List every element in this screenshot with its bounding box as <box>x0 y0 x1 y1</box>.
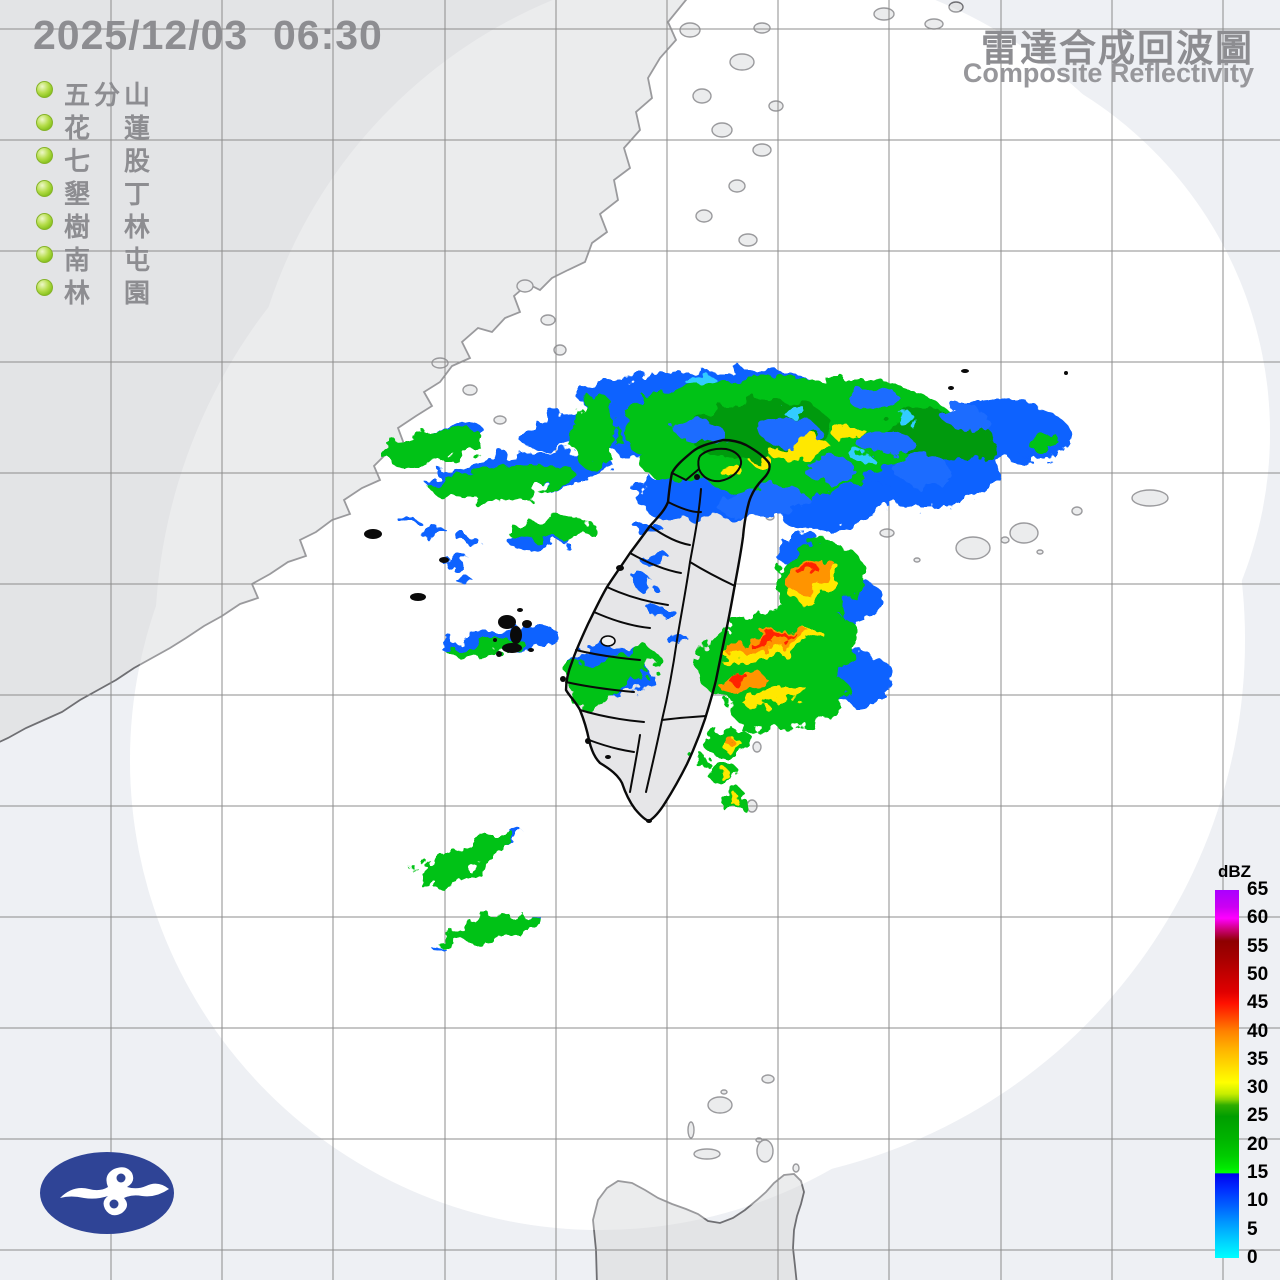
station-name-char: 山 <box>124 80 151 110</box>
station-name-char: 分 <box>94 80 121 110</box>
dbz-tick: 55 <box>1247 935 1269 957</box>
dbz-tick: 5 <box>1247 1218 1258 1240</box>
station-name-char: 七 <box>64 146 91 176</box>
black-islets <box>364 369 1068 823</box>
station-dot-icon <box>36 180 53 197</box>
station-dot-icon <box>36 213 53 230</box>
luzon-coastline <box>592 1173 805 1280</box>
station-name-char: 南 <box>64 245 91 275</box>
dbz-tick: 10 <box>1247 1190 1269 1212</box>
dbz-colorbar <box>1215 890 1239 1258</box>
station-name-char: 丁 <box>124 179 151 209</box>
offshore-islands <box>431 1 1169 1173</box>
station-dot-icon <box>36 114 53 131</box>
station-dot-icon <box>36 147 53 164</box>
station-row: 墾丁 <box>30 173 190 209</box>
station-name-char: 園 <box>124 278 151 308</box>
page-subtitle: Composite Reflectivity <box>962 58 1254 88</box>
taiwan-borders <box>564 438 771 823</box>
station-name-char: 五 <box>64 80 91 110</box>
lake-outline <box>600 635 616 647</box>
station-row: 花蓮 <box>30 107 190 143</box>
dbz-tick: 0 <box>1247 1247 1258 1268</box>
station-name-char: 蓮 <box>124 113 151 143</box>
cwb-logo <box>40 1152 174 1234</box>
station-row: 七股 <box>30 140 190 176</box>
station-name-char: 股 <box>124 146 151 176</box>
dbz-tick: 35 <box>1247 1048 1269 1070</box>
station-row: 五分山 <box>30 74 190 110</box>
dbz-tick: 15 <box>1247 1162 1269 1184</box>
page-title: 雷達合成回波圖 <box>981 28 1254 69</box>
dbz-tick: 50 <box>1247 963 1269 985</box>
dbz-tick: 30 <box>1247 1077 1269 1099</box>
station-dot-icon <box>36 279 53 296</box>
dbz-tick: 45 <box>1247 992 1269 1014</box>
dbz-tick: 40 <box>1247 1020 1269 1042</box>
timestamp: 2025/12/03 06:30 <box>33 12 383 58</box>
station-row: 南屯 <box>30 239 190 275</box>
station-name-char: 屯 <box>124 245 151 275</box>
dbz-tick: 20 <box>1247 1133 1269 1155</box>
station-name-char: 花 <box>64 113 91 143</box>
dbz-tick: 60 <box>1247 907 1269 929</box>
dbz-unit-label: dBZ <box>1218 862 1252 881</box>
station-name-char: 墾 <box>64 179 91 209</box>
radar-echoes <box>380 368 1072 953</box>
station-row: 樹林 <box>30 206 190 242</box>
station-name-char: 林 <box>64 278 91 308</box>
station-name-char: 樹 <box>64 212 91 242</box>
station-name-char: 林 <box>124 212 151 242</box>
station-dot-icon <box>36 246 53 263</box>
china-coastline <box>0 0 688 743</box>
dbz-tick: 65 <box>1247 879 1269 900</box>
taiwan-landmass <box>566 440 770 821</box>
radar-station-list: 五分山花蓮七股墾丁樹林南屯林園 <box>30 74 190 308</box>
station-dot-icon <box>36 81 53 98</box>
station-row: 林園 <box>30 272 190 308</box>
dbz-tick: 25 <box>1247 1105 1269 1127</box>
